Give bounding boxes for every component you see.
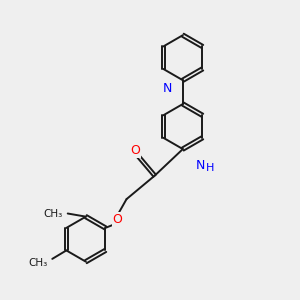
Text: O: O [130, 144, 140, 157]
Text: N: N [196, 159, 206, 172]
Text: O: O [112, 213, 122, 226]
Text: CH₃: CH₃ [43, 208, 62, 218]
Text: N: N [163, 82, 172, 95]
Text: H: H [206, 164, 214, 173]
Text: CH₃: CH₃ [28, 258, 48, 268]
Text: H: H [163, 85, 171, 96]
